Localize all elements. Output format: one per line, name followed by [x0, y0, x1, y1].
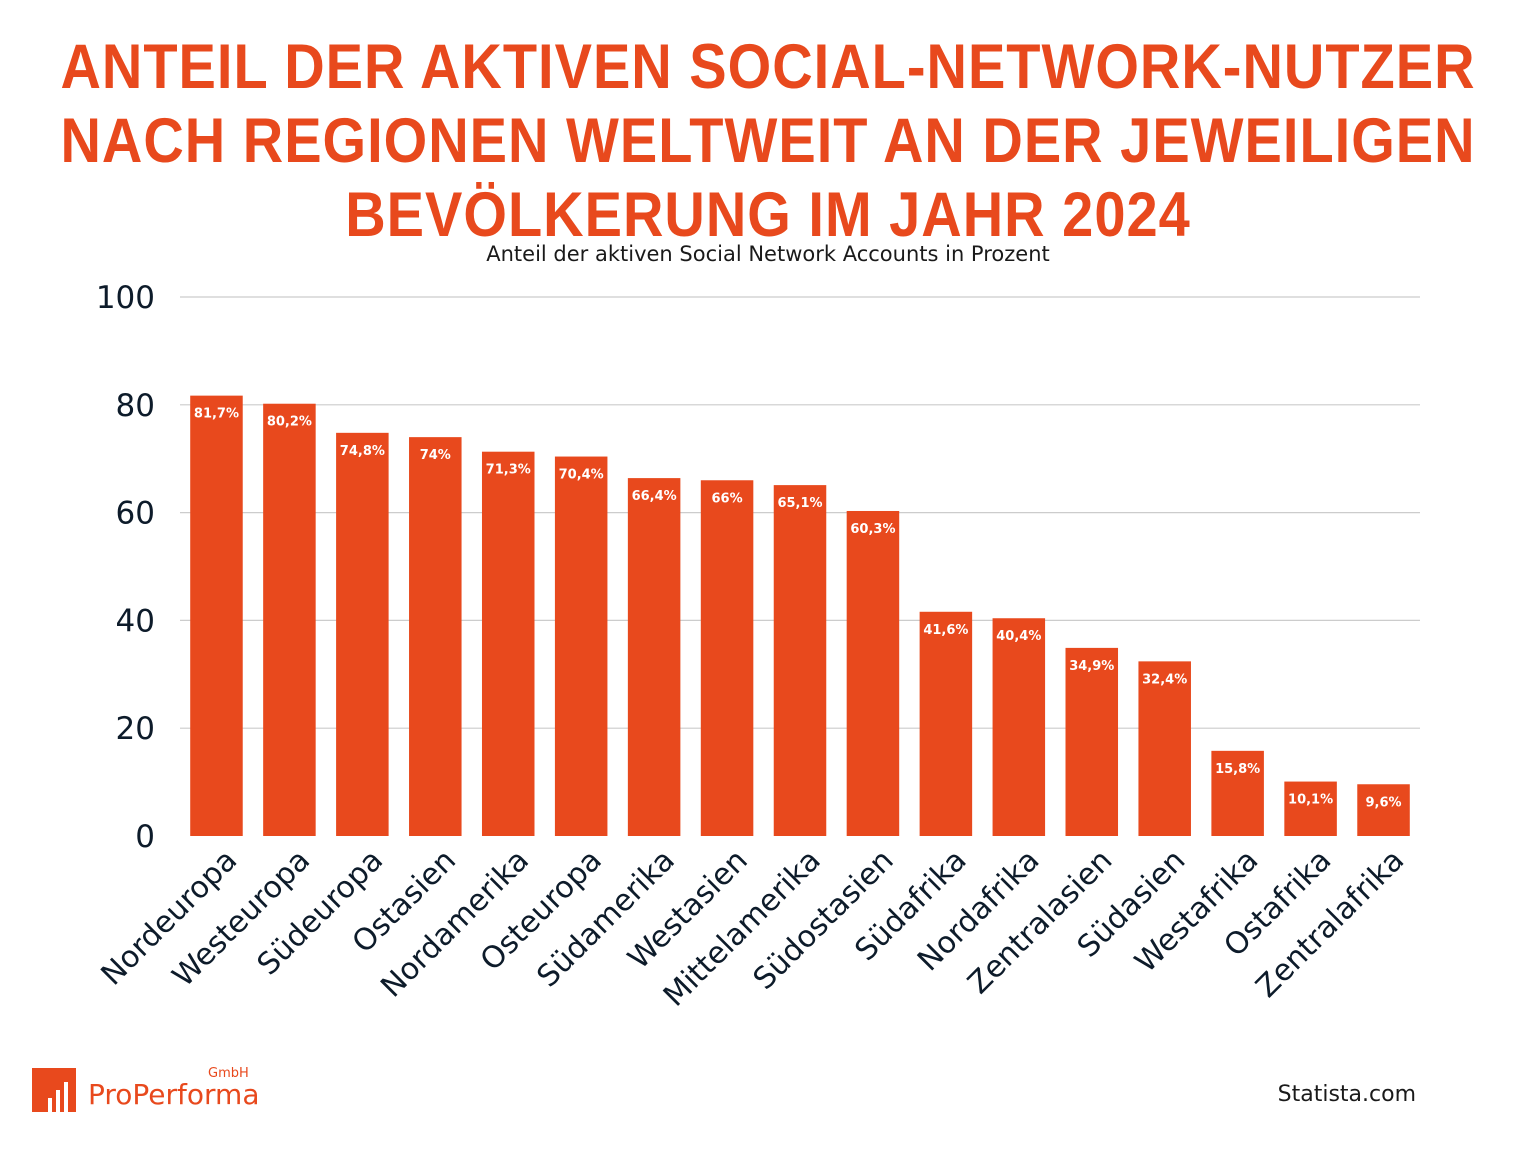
source-label: Statista.com — [1277, 1082, 1416, 1107]
chart-subtitle: Anteil der aktiven Social Network Accoun… — [486, 242, 1050, 266]
bar — [627, 478, 681, 836]
bar-value-label: 40,4% — [996, 629, 1041, 644]
bar — [1284, 781, 1337, 836]
bar — [846, 510, 900, 836]
bar — [190, 395, 243, 836]
bar — [1211, 750, 1264, 836]
y-tick-label: 20 — [116, 711, 155, 747]
x-axis-labels: NordeuropaWesteuropaSüdeuropaOstasienNor… — [95, 843, 1412, 1014]
data-labels: 81,7% 80,2% 74,8% 74% 71,3% 70,4% 66,4% 66% 65,1… — [194, 407, 1402, 811]
bar — [1357, 784, 1410, 836]
y-tick-label: 40 — [116, 603, 155, 639]
bar-chart-logo-icon — [32, 1068, 76, 1112]
bar-value-label: 66% — [711, 491, 742, 506]
bar-value-label: 74% — [420, 448, 451, 463]
title-line-2: nach Regionen weltweit an der jeweiligen — [60, 105, 1476, 176]
bar-chart: 0 20 40 60 80 100 81,7% 80,2% 74,8% 74% 71,3% 70,4… — [95, 280, 1420, 1014]
bar-value-label: 34,9% — [1069, 659, 1114, 674]
bar — [409, 437, 462, 836]
bar-value-label: 15,8% — [1215, 762, 1260, 777]
bar-value-label: 32,4% — [1142, 672, 1187, 687]
y-tick-label: 100 — [96, 280, 155, 316]
bar-value-label: 70,4% — [559, 468, 604, 483]
bar-value-label: 41,6% — [923, 623, 968, 638]
title-line-3: Bevölkerung im Jahr 2024 — [345, 178, 1191, 250]
logo-name: ProPerforma — [88, 1078, 260, 1111]
bar-value-label: 65,1% — [777, 496, 822, 511]
bars — [190, 395, 1410, 836]
bar — [700, 480, 754, 836]
bar — [1065, 647, 1119, 836]
y-tick-label: 60 — [116, 496, 155, 532]
logo-gmbh: GmbH — [208, 1066, 249, 1081]
bar-value-label: 74,8% — [340, 444, 385, 459]
bar — [554, 456, 608, 836]
bar-value-label: 60,3% — [850, 522, 895, 537]
bar — [919, 611, 973, 836]
y-tick-label: 80 — [116, 388, 155, 424]
bar — [481, 451, 535, 836]
bar-value-label: 66,4% — [632, 489, 677, 504]
bar — [992, 618, 1046, 836]
bar — [773, 485, 827, 836]
bar-value-label: 10,1% — [1288, 793, 1333, 808]
chart-title: Anteil der aktiven Social-Network-Nutzer… — [60, 30, 1476, 252]
bar — [336, 432, 389, 836]
y-tick-label: 0 — [135, 819, 155, 855]
title-line-1: Anteil der aktiven Social-Network-Nutzer — [60, 31, 1476, 102]
bar — [263, 403, 316, 836]
bar-value-label: 80,2% — [267, 415, 312, 430]
y-axis-ticks: 0 20 40 60 80 100 — [96, 280, 155, 855]
bar-value-label: 81,7% — [194, 407, 239, 422]
properforma-logo: GmbH ProPerforma — [32, 1066, 272, 1112]
bar — [1138, 661, 1191, 836]
bar-value-label: 9,6% — [1365, 795, 1401, 810]
bar-value-label: 71,3% — [486, 463, 531, 478]
